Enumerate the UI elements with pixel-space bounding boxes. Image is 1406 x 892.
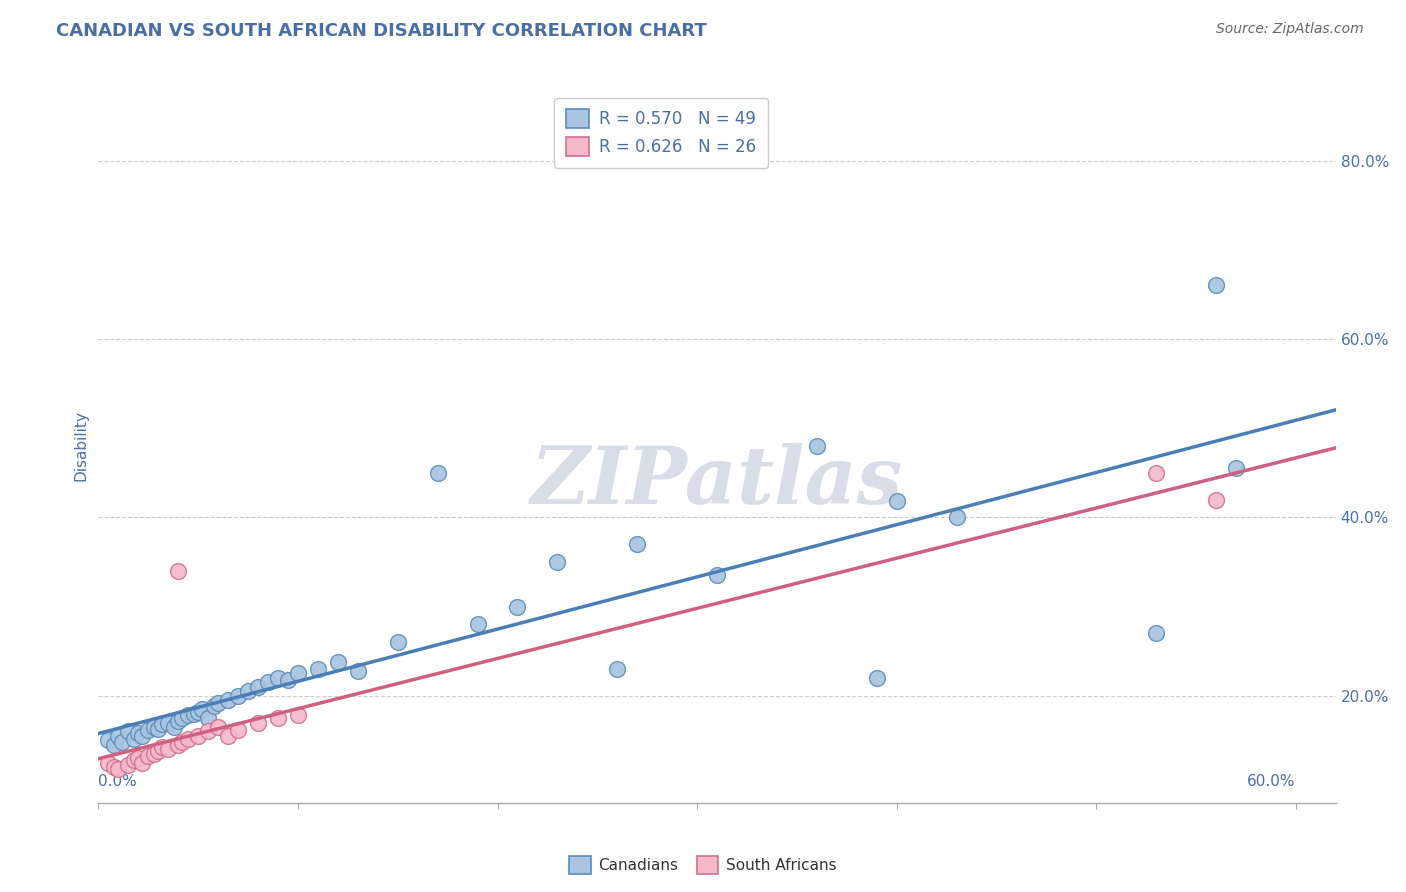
Point <box>97 756 120 770</box>
Text: Source: ZipAtlas.com: Source: ZipAtlas.com <box>1216 22 1364 37</box>
Point <box>187 705 209 719</box>
Point <box>127 751 149 765</box>
Point <box>1205 278 1227 293</box>
Point <box>202 699 225 714</box>
Point <box>172 711 194 725</box>
Point <box>1205 492 1227 507</box>
Point <box>326 655 349 669</box>
Point <box>163 720 186 734</box>
Point <box>124 731 146 746</box>
Point <box>157 715 180 730</box>
Point <box>191 702 214 716</box>
Point <box>148 722 170 736</box>
Point <box>387 635 409 649</box>
Text: CANADIAN VS SOUTH AFRICAN DISABILITY CORRELATION CHART: CANADIAN VS SOUTH AFRICAN DISABILITY COR… <box>56 22 707 40</box>
Point <box>247 715 270 730</box>
Point <box>257 675 280 690</box>
Point <box>136 723 159 737</box>
Text: ZIPatlas: ZIPatlas <box>531 443 903 520</box>
Legend: R = 0.570   N = 49, R = 0.626   N = 26: R = 0.570 N = 49, R = 0.626 N = 26 <box>554 97 768 168</box>
Point <box>506 599 529 614</box>
Point <box>148 744 170 758</box>
Point <box>183 706 205 721</box>
Point <box>117 758 139 772</box>
Point <box>307 662 329 676</box>
Point <box>131 729 153 743</box>
Point <box>167 564 190 578</box>
Point <box>150 717 173 731</box>
Point <box>426 466 449 480</box>
Point <box>247 680 270 694</box>
Point <box>866 671 889 685</box>
Point <box>167 738 190 752</box>
Point <box>467 617 489 632</box>
Point <box>347 664 370 678</box>
Point <box>706 568 728 582</box>
Point <box>177 731 200 746</box>
Point <box>267 711 290 725</box>
Point <box>277 673 299 687</box>
Point <box>111 735 134 749</box>
Point <box>287 666 309 681</box>
Point <box>143 720 166 734</box>
Point <box>136 749 159 764</box>
Point <box>167 714 190 728</box>
Point <box>207 696 229 710</box>
Point <box>626 537 648 551</box>
Point <box>226 723 249 737</box>
Point <box>103 738 125 752</box>
Point <box>267 671 290 685</box>
Point <box>124 753 146 767</box>
Point <box>177 708 200 723</box>
Point <box>806 439 828 453</box>
Point <box>886 494 908 508</box>
Point <box>236 684 259 698</box>
Text: 60.0%: 60.0% <box>1247 774 1296 789</box>
Point <box>103 760 125 774</box>
Point <box>1144 466 1167 480</box>
Point <box>127 726 149 740</box>
Point <box>97 733 120 747</box>
Point <box>157 742 180 756</box>
Point <box>197 724 219 739</box>
Point <box>131 756 153 770</box>
Point <box>207 720 229 734</box>
Point <box>546 555 568 569</box>
Point <box>143 747 166 761</box>
Point <box>217 729 239 743</box>
Point <box>1144 626 1167 640</box>
Point <box>117 724 139 739</box>
Point <box>197 711 219 725</box>
Y-axis label: Disability: Disability <box>73 410 89 482</box>
Point <box>172 735 194 749</box>
Legend: Canadians, South Africans: Canadians, South Africans <box>564 850 842 880</box>
Point <box>1225 461 1247 475</box>
Point <box>217 693 239 707</box>
Text: 0.0%: 0.0% <box>98 774 138 789</box>
Point <box>107 729 129 743</box>
Point <box>107 762 129 776</box>
Point <box>150 740 173 755</box>
Point <box>287 708 309 723</box>
Point <box>945 510 967 524</box>
Point <box>187 729 209 743</box>
Point <box>226 689 249 703</box>
Point <box>606 662 628 676</box>
